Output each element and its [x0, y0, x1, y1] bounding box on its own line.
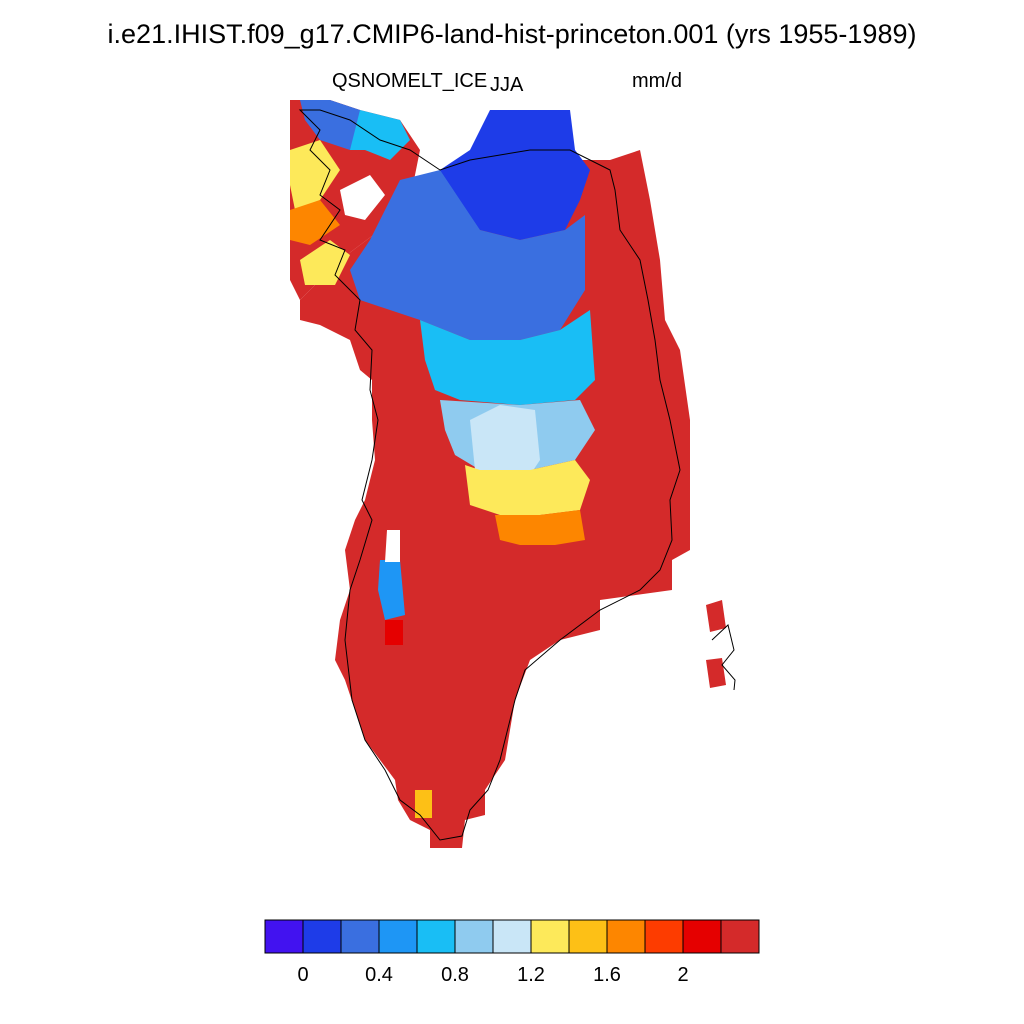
colorbar-tick-label: 0: [297, 964, 308, 986]
colorbar-box: [302, 919, 342, 954]
map-region-west-red: [385, 620, 403, 645]
colorbar-tick-labels: 0 0.4 0.8 1.2 1.6 2: [297, 964, 688, 986]
map-region-nw-yellow: [290, 140, 340, 210]
colorbar-box: [378, 919, 418, 954]
colorbar-box: [568, 919, 608, 954]
map-region-west-white: [385, 530, 400, 562]
colorbar-box: [644, 919, 684, 954]
map-region-yellow: [465, 460, 590, 515]
season-label: JJA: [490, 74, 524, 96]
colorbar-box: [416, 919, 456, 954]
map-region-nw-white: [340, 175, 385, 220]
colorbar-box: [264, 919, 304, 954]
map-region-low-melt-north: [440, 110, 590, 240]
colorbar-tick-label: 2: [677, 964, 688, 986]
colorbar-box: [606, 919, 646, 954]
map-region-south-tip: [415, 790, 432, 818]
colorbar-box: [530, 919, 570, 954]
colorbar-box: [682, 919, 722, 954]
coastline-east-island: [711, 624, 736, 691]
map-region-west-patch: [378, 560, 405, 620]
map-region-mid-blue: [350, 170, 585, 340]
units-label: mm/d: [632, 70, 682, 92]
colorbar-box: [492, 919, 532, 954]
colorbar-tick-label: 0.8: [441, 964, 469, 986]
coastline-main: [298, 109, 681, 841]
map-region-nw-yellow2: [300, 240, 350, 285]
map-region-cyan: [420, 310, 595, 405]
colorbar-tick-label: 0.4: [365, 964, 393, 986]
coastlines: [298, 109, 736, 841]
colorbar-box: [720, 919, 760, 954]
map-region-nw-orange: [290, 200, 340, 245]
map-region-nw-cyan: [350, 110, 410, 160]
variable-label: QSNOMELT_ICE: [332, 70, 488, 92]
ice-sheet-field: [290, 100, 726, 848]
map-region-east-island-1: [706, 600, 726, 632]
colorbar-tick-label: 1.2: [517, 964, 545, 986]
colorbar-boxes: [264, 919, 760, 954]
map-region-east-island-2: [706, 658, 726, 688]
colorbar-box: [454, 919, 494, 954]
map-region-orange: [495, 510, 585, 545]
colorbar-tick-label: 1.6: [593, 964, 621, 986]
colorbar-box: [340, 919, 380, 954]
plot-title: i.e21.IHIST.f09_g17.CMIP6-land-hist-prin…: [107, 19, 917, 49]
map-region-pale-blue: [470, 405, 540, 490]
